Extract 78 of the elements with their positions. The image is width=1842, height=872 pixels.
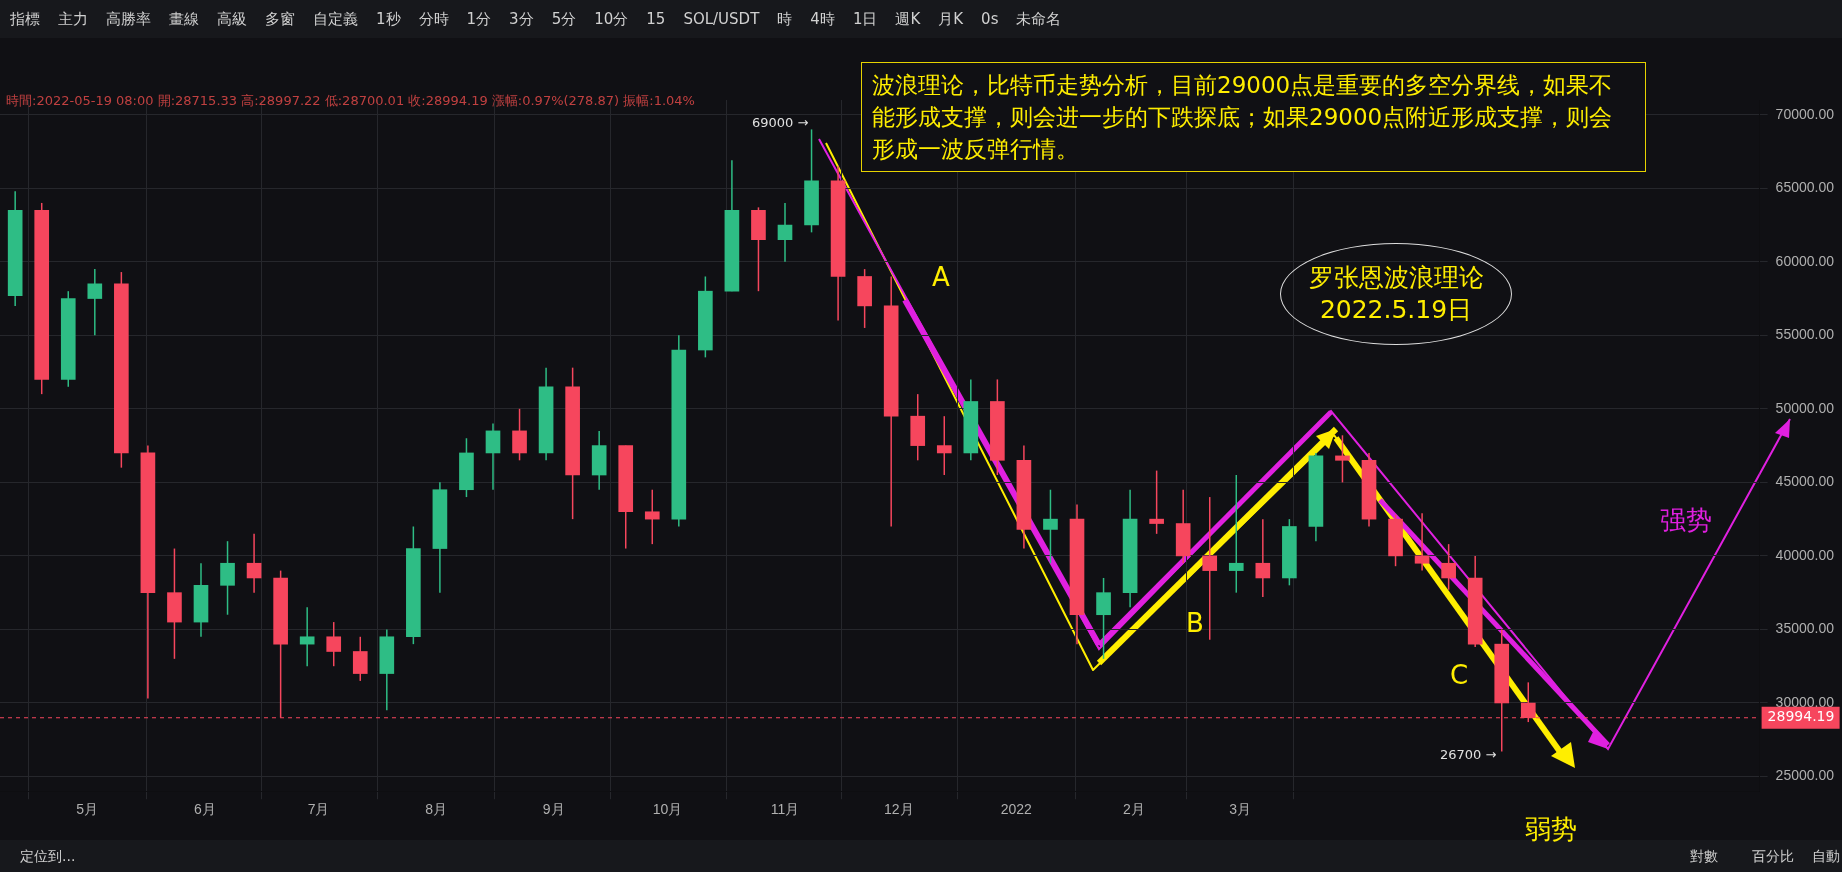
chart-subtitle: 時間:2022-05-19 08:00 開:28715.33 高:28997.22 低:28700.01 收:28994.19 漲幅:0.97%(278.87) 振幅:1.04% xyxy=(6,92,695,110)
text: 10分 xyxy=(594,9,629,29)
text: 自定義 xyxy=(313,9,358,29)
candlestick xyxy=(777,202,793,263)
y-tick-label: 30000.00 xyxy=(1775,693,1835,710)
text: 分時 xyxy=(418,9,449,29)
text: 高級 xyxy=(217,9,247,29)
text: 0s xyxy=(981,10,999,28)
candlestick xyxy=(1202,496,1218,641)
text: 對數 xyxy=(1690,848,1718,866)
text: 百分比 xyxy=(1752,848,1794,866)
candlestick xyxy=(326,621,342,667)
annotation: 69000 → xyxy=(752,115,809,130)
x-tick-label: 10月 xyxy=(652,801,683,818)
x-tick-label: 3月 xyxy=(1229,801,1251,818)
candlestick xyxy=(485,422,501,491)
x-tick-label: 8月 xyxy=(425,801,448,818)
y-tick-label: 65000.00 xyxy=(1775,179,1835,196)
candlestick xyxy=(1149,469,1164,535)
text: 主力 xyxy=(58,9,88,29)
candlestick xyxy=(936,415,952,476)
y-tick-label: 45000.00 xyxy=(1775,473,1835,490)
text: 15 xyxy=(646,10,666,28)
candlestick xyxy=(1228,474,1244,594)
text: 未命名 xyxy=(1016,9,1062,29)
annotation: C xyxy=(1450,660,1469,690)
text: 弱势 xyxy=(1525,813,1577,846)
text: 高勝率 xyxy=(106,9,151,29)
ref-line-label: 28994.19 xyxy=(1767,708,1835,725)
y-tick-label: 55000.00 xyxy=(1775,326,1835,343)
x-tick-label: 11月 xyxy=(770,801,800,818)
text: 多窗 xyxy=(265,9,295,29)
text: 週K xyxy=(895,9,921,29)
text: 定位到... xyxy=(20,848,76,866)
text: 3分 xyxy=(509,9,534,29)
candlestick xyxy=(644,488,660,545)
candlestick xyxy=(1096,577,1111,660)
annotation: A xyxy=(932,262,950,292)
chart-title: 波浪理论，比特币走势分析，目前29000点是重要的多空分界线，如果不能形成支撑，则会进一步的下跌探底；如果29000点附近形成支撑，则会形成一波反弹行情。 xyxy=(861,62,1646,172)
text: 1分 xyxy=(466,9,492,29)
y-tick-label: 50000.00 xyxy=(1775,399,1835,416)
y-tick-label: 25000.00 xyxy=(1775,767,1835,784)
x-tick-label: 2月 xyxy=(1122,801,1145,818)
text: 1日 xyxy=(852,9,878,29)
text: 自動 xyxy=(1812,848,1840,866)
text: 1秒 xyxy=(376,9,401,29)
y-tick-label: 40000.00 xyxy=(1775,546,1835,563)
x-tick-label: 7月 xyxy=(307,801,330,818)
candlestick xyxy=(1441,543,1456,591)
y-tick-label: 70000.00 xyxy=(1775,105,1835,122)
x-tick-label: 12月 xyxy=(883,801,914,818)
candlestick xyxy=(1043,488,1058,564)
candlestick xyxy=(220,540,235,616)
y-tick-label: 60000.00 xyxy=(1775,252,1835,269)
candlestick xyxy=(1335,434,1350,484)
annotation: B xyxy=(1186,608,1204,638)
annotation: 罗张恩波浪理论 2022.5.19日 xyxy=(1280,243,1512,345)
candlestick xyxy=(87,268,103,337)
candlestick xyxy=(299,606,315,667)
text: 月K xyxy=(938,9,964,29)
text: SOL/USDT xyxy=(683,10,760,28)
candlestick xyxy=(352,636,368,682)
y-tick-label: 35000.00 xyxy=(1775,620,1835,637)
candlestick xyxy=(246,533,262,594)
x-tick-label: 6月 xyxy=(193,801,216,818)
x-tick-label: 9月 xyxy=(542,801,565,818)
x-tick-label: 2022 xyxy=(1000,801,1033,818)
candlestick xyxy=(512,408,527,462)
text: 4時 xyxy=(810,9,835,29)
text: 時 xyxy=(777,9,793,29)
text: 指標 xyxy=(10,9,40,29)
x-tick-label: 5月 xyxy=(76,801,99,818)
text: 畫線 xyxy=(169,9,199,29)
text: 5分 xyxy=(551,9,577,29)
candlestick xyxy=(1414,512,1430,572)
candlestick xyxy=(1255,518,1271,598)
annotation: 强势 xyxy=(1660,504,1712,537)
annotation: 26700 → xyxy=(1440,747,1497,762)
